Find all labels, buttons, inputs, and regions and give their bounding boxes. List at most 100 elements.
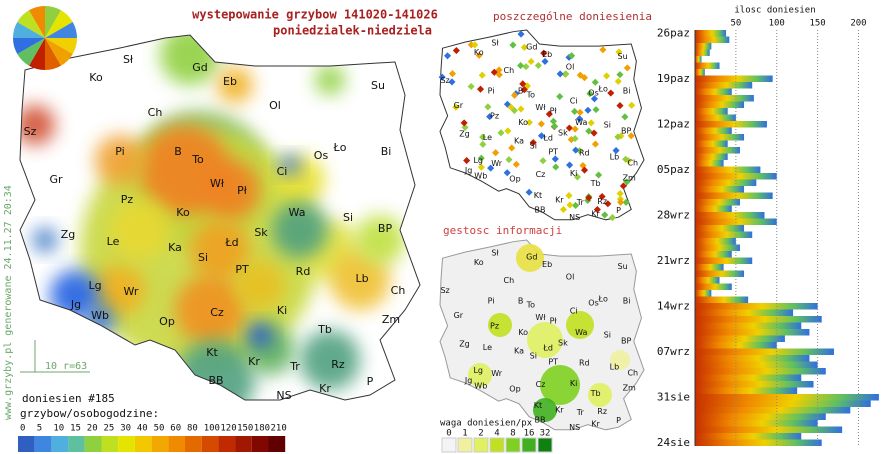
bar	[695, 75, 773, 82]
legend-label: 80	[187, 424, 198, 434]
report-marker	[627, 132, 635, 140]
city-label: Eb	[542, 260, 552, 269]
report-marker	[615, 48, 623, 56]
legend-swatch	[185, 436, 202, 452]
scale-note: 10 r=63	[45, 361, 87, 372]
report-marker	[580, 166, 589, 174]
city-label: Cz	[536, 380, 546, 389]
heat-blob	[300, 330, 360, 390]
legend-swatch	[218, 436, 236, 452]
city-label: Eb	[542, 50, 552, 59]
city-label: Sł	[491, 39, 499, 48]
heat-blob	[20, 105, 55, 145]
city-label: P	[616, 206, 621, 215]
city-label: Rz	[331, 358, 345, 371]
city-label: Wa	[575, 118, 587, 127]
legend-label: 1	[462, 429, 467, 439]
bar	[695, 69, 705, 76]
report-marker	[505, 156, 513, 164]
city-label: Ło	[333, 141, 347, 154]
density-legend-title: waga doniesien/px	[440, 419, 533, 429]
city-label: BB	[208, 374, 223, 387]
report-marker	[614, 77, 622, 85]
report-marker	[460, 119, 468, 127]
pie-wedge	[45, 38, 73, 66]
legend-swatch	[537, 437, 553, 453]
city-label: Gr	[454, 101, 464, 110]
bar	[695, 270, 745, 277]
city-label: Ol	[566, 62, 575, 71]
pie-wedge	[45, 22, 77, 38]
legend-swatch	[441, 437, 457, 453]
city-label: Tb	[590, 179, 601, 188]
report-marker	[475, 51, 483, 59]
city-label: PT	[548, 148, 558, 157]
city-label: P	[616, 416, 621, 425]
report-marker	[448, 70, 457, 78]
city-label: Ko	[518, 328, 528, 337]
subtitle: poniedzialek-niedziela	[273, 24, 432, 38]
city-label: Op	[159, 315, 175, 328]
city-label: BB	[534, 205, 545, 214]
report-marker	[616, 189, 624, 198]
city-label: Pz	[121, 193, 134, 206]
report-marker	[517, 30, 525, 38]
x-tick-label: 100	[769, 19, 785, 29]
city-label: Bi	[623, 86, 631, 95]
report-marker	[586, 90, 594, 98]
legend-swatch	[473, 437, 489, 453]
bar	[695, 439, 822, 446]
city-label: Su	[618, 262, 628, 271]
report-marker	[599, 46, 607, 54]
city-label: Sk	[254, 226, 268, 239]
city-label: Tb	[317, 323, 332, 336]
city-label: Wa	[575, 328, 587, 337]
city-label: Op	[509, 385, 520, 394]
city-label: Wł	[535, 103, 546, 112]
pie-wedge	[17, 38, 45, 66]
city-label: BB	[534, 415, 545, 424]
report-marker	[537, 120, 545, 128]
report-marker	[487, 164, 495, 172]
report-marker	[622, 155, 630, 163]
report-marker	[461, 123, 469, 131]
city-label: Wł	[210, 177, 225, 190]
pie-wedge	[45, 38, 61, 70]
city-label: Sk	[558, 338, 568, 347]
report-marker	[598, 193, 606, 201]
city-label: Pł	[237, 184, 248, 197]
city-label: Sz	[24, 125, 37, 138]
bar	[695, 134, 745, 141]
report-marker	[572, 201, 580, 209]
report-marker	[452, 103, 460, 111]
date-label: 19paz	[657, 72, 690, 85]
bar	[695, 264, 724, 271]
report-marker	[517, 105, 525, 113]
legend-label: 40	[137, 424, 148, 434]
legend-swatch	[235, 436, 252, 452]
bar	[695, 127, 732, 134]
report-marker	[525, 188, 533, 196]
city-label: Łd	[542, 344, 553, 353]
city-label: Łd	[542, 134, 553, 143]
bar	[695, 231, 753, 238]
report-marker	[517, 62, 525, 70]
city-label: Łd	[224, 236, 238, 249]
heat-blob	[235, 260, 285, 310]
city-label: Bi	[623, 296, 631, 305]
city-label: Si	[604, 121, 611, 130]
legend-swatch	[457, 437, 473, 453]
city-label: Ko	[518, 118, 528, 127]
legend-label: 120	[220, 424, 236, 434]
legend-label: 32	[540, 429, 551, 439]
bar	[695, 420, 818, 427]
legend-swatch	[101, 436, 119, 452]
bar	[695, 355, 810, 362]
legend-label: 20	[87, 424, 98, 434]
report-marker	[552, 163, 560, 171]
bar	[695, 433, 802, 440]
report-marker	[477, 163, 485, 171]
report-marker	[551, 122, 559, 130]
